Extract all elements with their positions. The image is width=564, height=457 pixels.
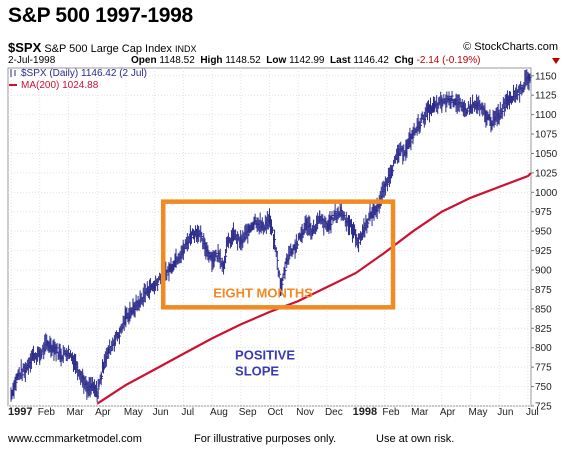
stockcharts-credit: © StockCharts.com	[463, 41, 558, 53]
y-tick-label: 1050	[535, 149, 558, 160]
x-tick-label: Feb	[382, 407, 400, 418]
y-tick-label: 800	[535, 343, 552, 354]
y-tick-label: 875	[535, 285, 552, 296]
open-value: 1148.52	[159, 55, 195, 66]
eight-months-box	[160, 199, 396, 310]
gridlines	[8, 68, 531, 407]
footer-disclaimer: For illustrative purposes only.	[194, 433, 337, 445]
y-tick-label: 950	[535, 227, 552, 238]
eight-months-label: EIGHT MONTHS	[213, 285, 313, 300]
y-tick-label: 750	[535, 382, 552, 393]
footer-website: www.ccmmarketmodel.com	[8, 433, 142, 445]
positive-slope-label: SLOPE	[235, 363, 279, 378]
y-tick-label: 1075	[535, 130, 558, 141]
legend: $SPX (Daily) 1146.42 (2 Jul)MA(200) 1024…	[9, 68, 147, 91]
y-tick-label: 1125	[535, 91, 557, 102]
last-value: 1146.42	[353, 55, 389, 66]
open-label: Open	[131, 55, 157, 66]
chg-value: -2.14 (-0.19%)	[416, 55, 481, 66]
y-tick-label: 850	[535, 304, 552, 315]
page-title: S&P 500 1997-1998	[8, 4, 193, 27]
x-tick-label: 1997	[8, 406, 32, 418]
x-tick-label: Feb	[38, 407, 56, 418]
low-label: Low	[266, 55, 287, 66]
x-tick-label: May	[469, 407, 488, 418]
low-value: 1142.99	[289, 55, 325, 66]
footer-risk: Use at own risk.	[376, 433, 455, 445]
y-tick-label: 1150	[535, 71, 557, 82]
x-tick-label: Sep	[239, 407, 257, 418]
ticker-symbol: $SPX	[8, 40, 42, 55]
x-tick-label: Mar	[66, 407, 84, 418]
y-tick-label: 975	[535, 207, 552, 218]
x-tick-label: Jun	[153, 407, 169, 418]
y-tick-label: 925	[535, 246, 552, 257]
y-tick-label: 1025	[535, 168, 558, 179]
x-tick-label: 1998	[353, 406, 377, 418]
y-tick-label: 1100	[535, 110, 557, 121]
x-tick-label: Dec	[325, 407, 343, 418]
y-tick-label: 825	[535, 324, 552, 335]
x-tick-label: Nov	[296, 407, 314, 418]
high-value: 1148.52	[225, 55, 261, 66]
x-tick-label: Jul	[181, 407, 194, 418]
down-triangle-icon	[552, 58, 560, 64]
legend-label: $SPX (Daily) 1146.42 (2 Jul)	[21, 68, 147, 79]
x-tick-label: Apr	[95, 407, 111, 418]
y-tick-label: 900	[535, 266, 552, 277]
x-tick-label: Jun	[497, 407, 513, 418]
high-label: High	[200, 55, 223, 66]
positive-slope-label: POSITIVE	[235, 347, 295, 362]
ma200-line	[96, 172, 532, 405]
y-tick-label: 775	[535, 363, 552, 374]
y-tick-label: 725	[535, 402, 552, 413]
x-tick-label: Oct	[268, 407, 284, 418]
y-tick-label: 1000	[535, 188, 558, 199]
x-tick-label: Jul	[526, 407, 539, 418]
exchange-label: INDX	[175, 44, 197, 54]
legend-label: MA(200) 1024.88	[21, 80, 99, 91]
symbol-header: $SPX S&P 500 Large Cap Index INDX	[8, 40, 197, 55]
last-label: Last	[330, 55, 351, 66]
index-name: S&P 500 Large Cap Index	[44, 43, 172, 55]
x-tick-label: Aug	[210, 407, 228, 418]
x-tick-label: May	[124, 407, 143, 418]
x-tick-label: Apr	[440, 407, 456, 418]
chg-label: Chg	[394, 55, 414, 66]
quote-date: 2-Jul-1998	[8, 55, 56, 66]
x-tick-label: Mar	[411, 407, 429, 418]
price-bars	[10, 69, 532, 402]
quote-values: Open 1148.52 High 1148.52 Low 1142.99 La…	[131, 55, 481, 66]
